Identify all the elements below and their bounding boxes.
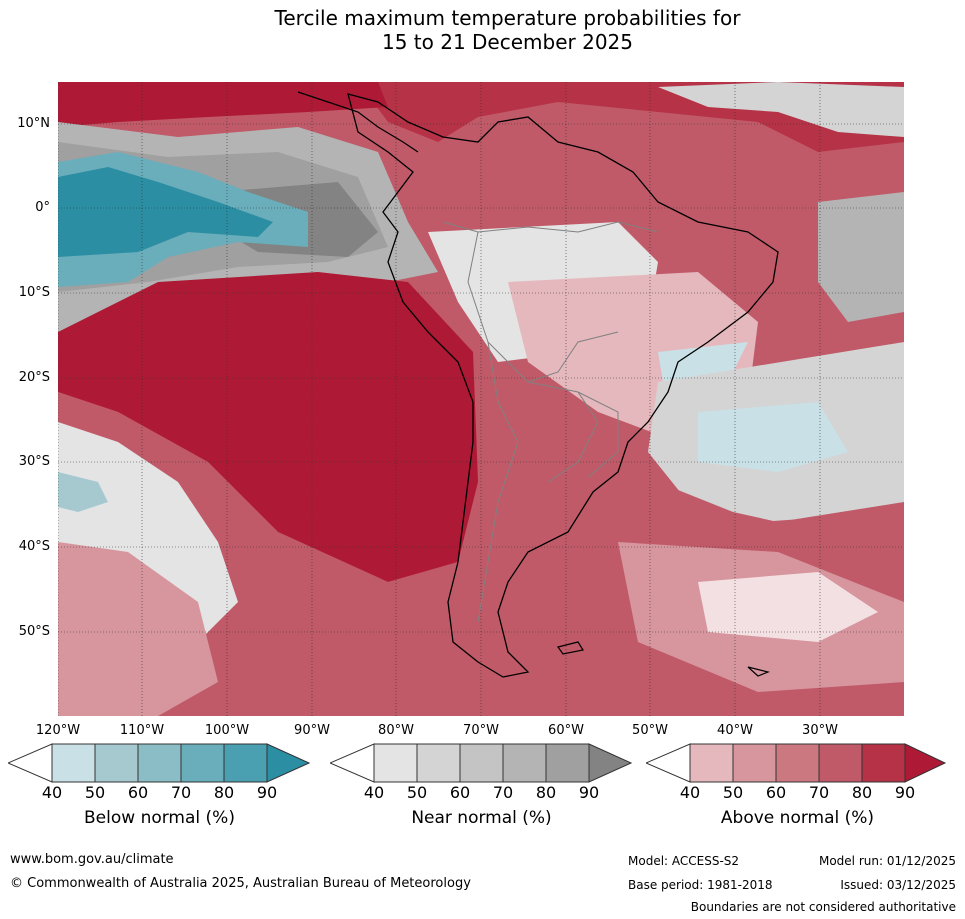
lon-label-30w: 30°W: [802, 723, 838, 738]
map-title: Tercile maximum temperature probabilitie…: [0, 6, 965, 54]
falkland-islands: [556, 641, 584, 655]
below-normal-swatch-40: [51, 743, 96, 783]
above-tick-50: 50: [722, 783, 744, 802]
near-normal-swatch-70: [502, 743, 547, 783]
lon-label-120w: 120°W: [35, 723, 81, 738]
above-normal-label: Above normal (%): [720, 808, 875, 828]
lon-label-110w: 110°W: [119, 723, 165, 738]
lat-label-50s: 50°S: [18, 624, 50, 639]
lat-label-20s: 20°S: [18, 370, 50, 385]
below-tick-80: 80: [213, 783, 235, 802]
field-south-atlantic-blue: [698, 402, 848, 472]
colorbar-near-normal: [328, 742, 633, 788]
near-normal-swatch-80: [545, 743, 590, 783]
lon-label-60w: 60°W: [548, 723, 584, 738]
lat-label-equator: 0°: [35, 200, 50, 215]
lon-label-80w: 80°W: [378, 723, 414, 738]
field-caribbean-grey: [658, 82, 904, 137]
near-tick-50: 50: [406, 783, 428, 802]
footer-model: Model: ACCESS-S2: [628, 854, 740, 868]
colorbar-below-normal: [6, 742, 311, 788]
lat-label-40s: 40°S: [18, 539, 50, 554]
near-tick-70: 70: [492, 783, 514, 802]
above-tick-40: 40: [679, 783, 701, 802]
below-normal-swatch-70: [180, 743, 225, 783]
above-tick-70: 70: [808, 783, 830, 802]
near-tick-80: 80: [535, 783, 557, 802]
below-normal-swatch-80: [223, 743, 268, 783]
below-normal-low-arrow: [6, 743, 53, 783]
field-atlantic-equatorial-grey: [818, 192, 904, 322]
graticule: [58, 82, 904, 716]
below-normal-swatch-60: [137, 743, 182, 783]
colorbar-above-normal: [644, 742, 948, 788]
below-normal-swatch-50: [94, 743, 139, 783]
above-normal-high-arrow: [904, 743, 947, 783]
above-tick-80: 80: [851, 783, 873, 802]
near-normal-high-arrow: [588, 743, 633, 783]
lon-label-50w: 50°W: [632, 723, 668, 738]
above-normal-swatch-70: [818, 743, 863, 783]
below-tick-90: 90: [256, 783, 278, 802]
above-tick-90: 90: [894, 783, 916, 802]
below-tick-40: 40: [41, 783, 63, 802]
lat-label-10n: 10°N: [17, 116, 50, 131]
lon-label-40w: 40°W: [717, 723, 753, 738]
lon-label-70w: 70°W: [463, 723, 499, 738]
footer-copyright: © Commonwealth of Australia 2025, Austra…: [10, 876, 471, 891]
above-normal-low-arrow: [644, 743, 691, 783]
field-sw-pacific-blue: [58, 472, 108, 512]
near-normal-swatch-40: [373, 743, 418, 783]
above-tick-60: 60: [765, 783, 787, 802]
field-south-atlantic-white: [698, 572, 878, 642]
footer-website[interactable]: www.bom.gov.au/climate: [10, 852, 174, 867]
below-normal-high-arrow: [266, 743, 311, 783]
footer-model-run: Model run: 01/12/2025: [818, 854, 956, 868]
lat-label-30s: 30°S: [18, 454, 50, 469]
near-normal-label: Near normal (%): [411, 808, 552, 828]
lat-label-10s: 10°S: [18, 285, 50, 300]
probability-map[interactable]: [58, 82, 904, 716]
below-tick-70: 70: [170, 783, 192, 802]
near-tick-60: 60: [449, 783, 471, 802]
country-borders: [442, 221, 659, 623]
above-normal-swatch-40: [689, 743, 734, 783]
below-normal-label: Below normal (%): [84, 808, 235, 828]
footer-issued: Issued: 03/12/2025: [840, 878, 956, 892]
near-tick-90: 90: [578, 783, 600, 802]
central-america-coastline: [297, 91, 419, 153]
near-normal-swatch-50: [416, 743, 461, 783]
near-normal-low-arrow: [328, 743, 375, 783]
field-nw-red: [58, 82, 388, 127]
below-tick-50: 50: [84, 783, 106, 802]
title-line-1: Tercile maximum temperature probabilitie…: [274, 6, 741, 30]
near-tick-40: 40: [363, 783, 385, 802]
south-america-coastline: [347, 93, 779, 678]
above-normal-swatch-50: [732, 743, 777, 783]
field-south-pacific-core: [58, 272, 478, 582]
lon-label-90w: 90°W: [294, 723, 330, 738]
below-tick-60: 60: [127, 783, 149, 802]
near-normal-swatch-60: [459, 743, 504, 783]
footer-base-period: Base period: 1981-2018: [628, 878, 773, 892]
south-georgia: [747, 666, 770, 677]
above-normal-swatch-60: [775, 743, 820, 783]
lon-label-100w: 100°W: [204, 723, 250, 738]
field-below-normal-core: [58, 167, 273, 257]
field-sw-pacific-pink: [58, 542, 218, 716]
footer-disclaimer: Boundaries are not considered authoritat…: [690, 900, 956, 914]
title-line-2: 15 to 21 December 2025: [381, 30, 633, 54]
above-normal-swatch-80: [861, 743, 906, 783]
